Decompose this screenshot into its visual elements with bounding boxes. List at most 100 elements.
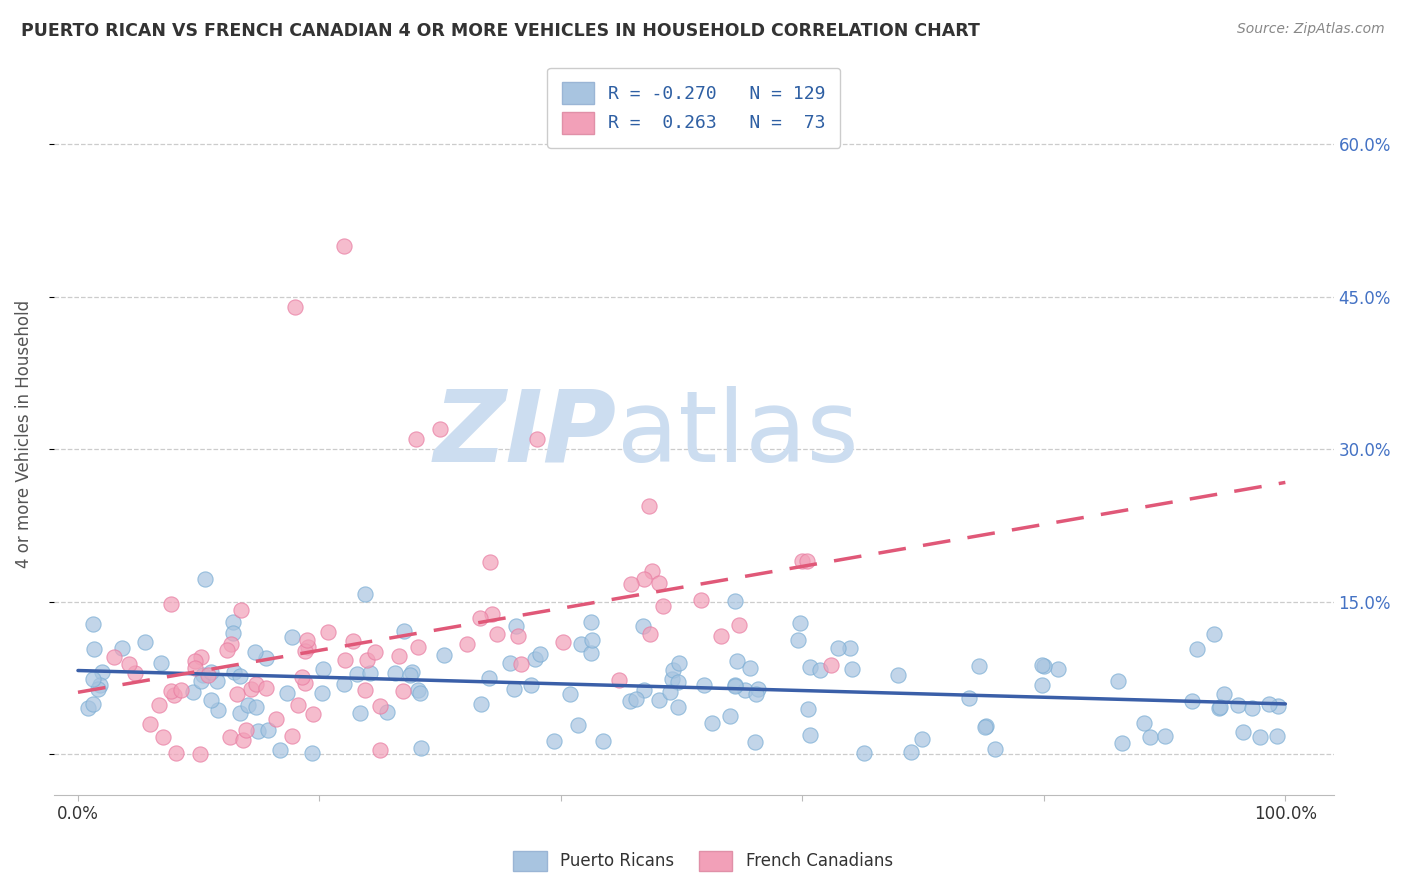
Point	[745, 687, 768, 701]
Point	[359, 666, 381, 681]
Point	[718, 709, 741, 723]
Point	[648, 693, 671, 707]
Point	[232, 733, 254, 747]
Point	[887, 668, 910, 682]
Point	[1185, 642, 1208, 657]
Point	[368, 698, 391, 713]
Point	[478, 555, 501, 569]
Point	[169, 683, 191, 698]
Point	[744, 734, 766, 748]
Point	[581, 632, 603, 647]
Point	[1154, 729, 1177, 743]
Point	[728, 618, 751, 632]
Point	[638, 499, 661, 513]
Point	[229, 669, 252, 683]
Point	[838, 641, 860, 656]
Point	[633, 683, 655, 698]
Text: Source: ZipAtlas.com: Source: ZipAtlas.com	[1237, 22, 1385, 37]
Point	[638, 626, 661, 640]
Point	[190, 674, 212, 689]
Point	[1241, 701, 1264, 715]
Point	[666, 675, 689, 690]
Point	[478, 671, 501, 685]
Point	[509, 657, 531, 672]
Point	[648, 575, 671, 590]
Point	[619, 694, 641, 708]
Point	[740, 661, 762, 675]
Point	[432, 648, 454, 662]
Point	[90, 665, 112, 680]
Point	[470, 698, 492, 712]
Point	[229, 603, 252, 617]
Point	[967, 658, 990, 673]
Point	[619, 577, 641, 591]
Point	[294, 675, 316, 690]
Point	[281, 730, 304, 744]
Point	[384, 665, 406, 680]
Point	[567, 717, 589, 731]
Point	[579, 646, 602, 660]
Point	[82, 673, 104, 687]
Point	[820, 658, 842, 673]
Point	[134, 635, 156, 649]
Legend: Puerto Ricans, French Canadians: Puerto Ricans, French Canadians	[505, 842, 901, 880]
Point	[215, 643, 238, 657]
Point	[607, 673, 630, 687]
Point	[1180, 694, 1202, 708]
Point	[841, 662, 863, 676]
Point	[226, 687, 249, 701]
Point	[468, 611, 491, 625]
Point	[973, 721, 995, 735]
Point	[401, 665, 423, 680]
Point	[789, 615, 811, 630]
Point	[83, 642, 105, 657]
Point	[1212, 687, 1234, 701]
Point	[1031, 657, 1053, 672]
Point	[1046, 662, 1069, 676]
Point	[388, 648, 411, 663]
Point	[302, 706, 325, 721]
Point	[662, 663, 685, 677]
Point	[797, 702, 820, 716]
Point	[221, 626, 243, 640]
Point	[297, 640, 319, 655]
Point	[723, 678, 745, 692]
Point	[264, 712, 287, 726]
Point	[312, 661, 335, 675]
Point	[82, 616, 104, 631]
Point	[551, 635, 574, 649]
Point	[666, 700, 689, 714]
Y-axis label: 4 or more Vehicles in Household: 4 or more Vehicles in Household	[15, 300, 32, 568]
Point	[659, 685, 682, 699]
Point	[792, 554, 814, 568]
Point	[332, 239, 354, 253]
Point	[668, 657, 690, 671]
Point	[725, 654, 748, 668]
Point	[160, 597, 183, 611]
Point	[543, 734, 565, 748]
Point	[311, 686, 333, 700]
Point	[1232, 725, 1254, 739]
Point	[295, 633, 318, 648]
Point	[222, 615, 245, 629]
Point	[1267, 699, 1289, 714]
Point	[194, 572, 217, 586]
Point	[827, 640, 849, 655]
Point	[581, 615, 603, 630]
Point	[592, 734, 614, 748]
Point	[485, 627, 508, 641]
Point	[411, 740, 433, 755]
Point	[693, 677, 716, 691]
Point	[111, 640, 134, 655]
Point	[82, 697, 104, 711]
Point	[190, 650, 212, 665]
Point	[240, 681, 263, 696]
Point	[103, 650, 125, 665]
Point	[641, 564, 664, 578]
Point	[205, 674, 228, 689]
Point	[910, 732, 932, 747]
Point	[633, 572, 655, 586]
Point	[183, 685, 205, 699]
Point	[290, 670, 312, 684]
Point	[747, 682, 769, 697]
